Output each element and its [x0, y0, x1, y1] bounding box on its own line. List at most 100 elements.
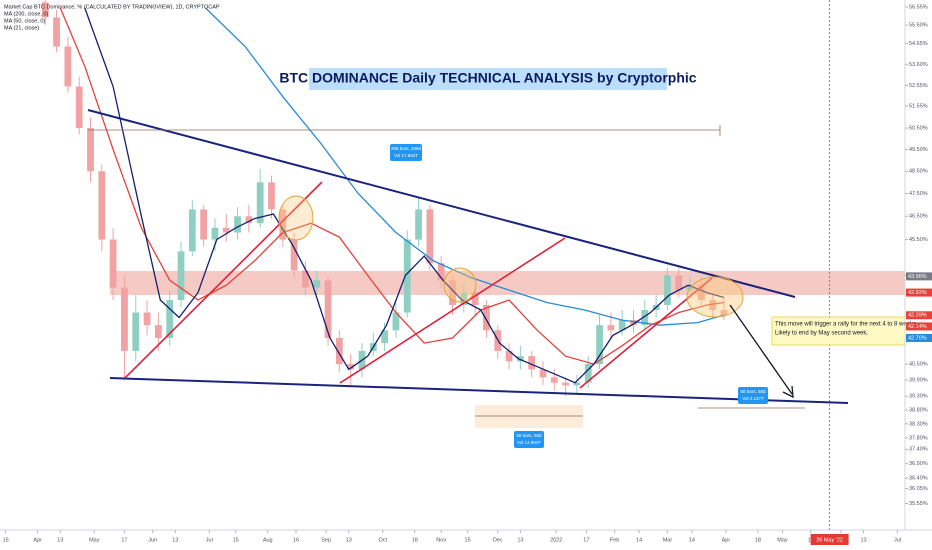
candle-body — [154, 325, 162, 338]
highlight-circle — [686, 276, 744, 318]
x-tick-label: Aug — [263, 537, 273, 543]
x-tick-label: 13 — [57, 537, 63, 543]
marks — [41, 0, 728, 397]
lower-trendline — [109, 377, 849, 404]
arrow-head — [782, 385, 794, 399]
candle-body — [121, 287, 128, 351]
title-box — [309, 68, 667, 90]
candle-body — [573, 382, 581, 386]
candle-body — [528, 356, 536, 370]
candle-body — [437, 263, 445, 281]
candle-body — [392, 312, 400, 331]
candle-body — [132, 312, 140, 351]
price-badge-label: 42.92% — [908, 290, 927, 296]
x-tick-label: May — [777, 537, 788, 543]
candle-body — [166, 299, 174, 338]
candle-body — [483, 304, 490, 331]
candle-body — [596, 325, 603, 365]
x-tick-label: 13 — [346, 537, 352, 543]
x-tick-label: Jul — [206, 537, 213, 543]
y-tick-label: 49.50% — [909, 147, 928, 153]
support-line — [124, 181, 323, 379]
y-tick-label: 48.50% — [909, 169, 928, 175]
price-badge-label: 42.14% — [908, 324, 927, 330]
note-box — [771, 316, 906, 346]
x-tick-label: 18 — [412, 537, 418, 543]
support-line — [579, 277, 713, 389]
support-line — [339, 237, 566, 384]
candle-body — [245, 216, 253, 224]
info-box — [514, 431, 544, 448]
x-tick-label: Sep — [321, 537, 331, 543]
y-tick-label: 50.50% — [909, 125, 928, 131]
candle-body — [347, 364, 355, 370]
candle-body — [41, 2, 49, 18]
legend-entry: MA (200, close, 0) — [4, 11, 48, 17]
price-badge — [906, 288, 932, 297]
candle-body — [505, 350, 513, 362]
y-tick-label: 54.65% — [909, 41, 928, 47]
ma-line — [59, 7, 725, 365]
x-tick-label: 18 — [755, 537, 761, 543]
info-text: Vol 12.904T — [517, 440, 541, 445]
candle-body — [584, 364, 592, 383]
range-box — [475, 405, 583, 428]
legend-entry: MA (50, close, 0) — [4, 18, 45, 24]
candle-body — [53, 17, 60, 47]
candle-body — [177, 251, 185, 300]
note-text: Likely to end by May second week. — [775, 331, 868, 337]
candle-body — [550, 377, 558, 383]
info-text: Vol 17.662T — [394, 153, 418, 158]
candle-body — [188, 209, 196, 252]
candle-body — [415, 209, 422, 240]
price-badge — [906, 272, 932, 281]
candle-body — [630, 320, 637, 326]
candle-body — [234, 216, 241, 233]
x-tick-label: 16 — [293, 537, 299, 543]
price-badge — [906, 333, 932, 342]
info-box — [390, 144, 422, 161]
x-tick-label: 17 — [583, 537, 589, 543]
y-tick-label: 35.55% — [909, 501, 928, 507]
y-tick-label: 37.80% — [909, 435, 928, 441]
info-text: 58 bars, 58d — [740, 389, 766, 394]
candle-body — [426, 209, 434, 264]
candle-body — [403, 239, 411, 313]
x-tick-label: Jul — [894, 537, 901, 543]
y-tick-label: 52.55% — [909, 83, 928, 89]
info-text: Vol 2.137T — [742, 396, 764, 401]
price-badge-label: 43.96% — [908, 274, 927, 280]
y-tick-label: 38.30% — [909, 421, 928, 427]
highlight-circle — [443, 267, 477, 303]
y-tick-label: 37.40% — [909, 447, 928, 453]
ma-line — [84, 7, 725, 384]
candle-body — [664, 275, 671, 305]
x-tick-label: Nov — [436, 537, 446, 543]
x-tick-label: 2022 — [550, 537, 562, 543]
candle-body — [471, 292, 479, 305]
x-tick-label: Apr — [722, 537, 731, 543]
candle-body — [460, 292, 468, 305]
candle-body — [290, 239, 298, 271]
info-text: 58 bars, 58d — [516, 433, 542, 438]
y-tick-label: 39.30% — [909, 394, 928, 400]
y-tick-label: 38.80% — [909, 407, 928, 413]
candle-body — [109, 239, 117, 288]
legend-header: Market Cap BTC Dominance, % (CALCULATED … — [4, 4, 220, 10]
x-tick-label: Mar — [663, 537, 673, 543]
candle-body — [87, 128, 94, 172]
date-marker-label: 26 May '22 — [816, 537, 843, 543]
x-tick-label: Apr — [33, 537, 42, 543]
x-tick-label: Dec — [493, 537, 503, 543]
x-tick-label: May — [89, 537, 100, 543]
x-tick-label: 13 — [860, 537, 866, 543]
candle-body — [256, 182, 264, 224]
candle-body — [449, 280, 456, 305]
x-tick-label: 17 — [121, 537, 127, 543]
upper-trendline — [87, 109, 796, 298]
candle-body — [98, 171, 106, 240]
ma-line — [205, 7, 725, 326]
x-tick-label: 15 — [3, 537, 9, 543]
